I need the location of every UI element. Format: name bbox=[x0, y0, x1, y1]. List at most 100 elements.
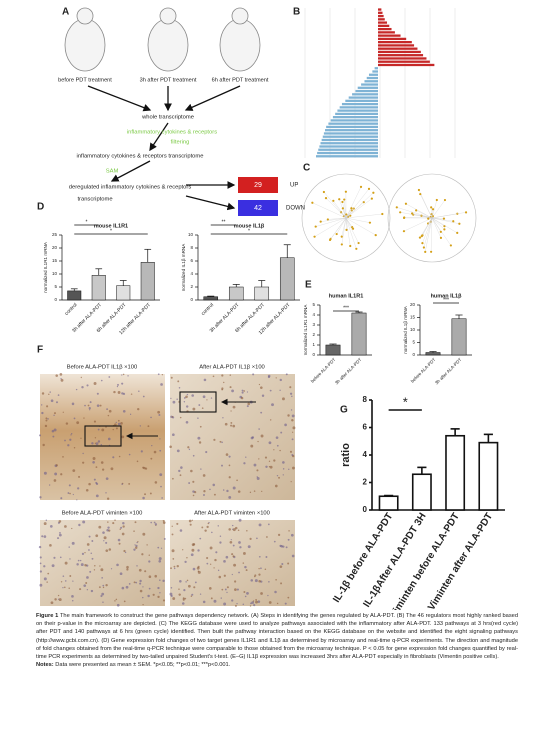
cell bbox=[269, 389, 272, 392]
bar bbox=[378, 37, 407, 41]
significance-label: * bbox=[248, 228, 250, 234]
bar bbox=[352, 93, 378, 96]
cell bbox=[116, 563, 119, 567]
cell bbox=[243, 591, 246, 593]
edge bbox=[431, 217, 442, 238]
edge bbox=[345, 217, 376, 236]
bar bbox=[140, 262, 155, 301]
cell bbox=[142, 532, 146, 536]
cell bbox=[91, 557, 94, 560]
cell bbox=[231, 573, 233, 576]
cell bbox=[78, 523, 81, 527]
y-tick-label: 15 bbox=[410, 315, 416, 320]
edge bbox=[416, 210, 433, 219]
bar bbox=[325, 344, 341, 356]
cell bbox=[252, 373, 255, 376]
edge bbox=[431, 217, 444, 219]
bar bbox=[116, 285, 131, 301]
cell bbox=[225, 555, 229, 559]
cell bbox=[93, 420, 97, 423]
node bbox=[419, 192, 422, 196]
cell bbox=[120, 526, 123, 529]
bar bbox=[378, 8, 382, 11]
cell bbox=[147, 425, 150, 428]
bar bbox=[378, 21, 388, 24]
cell bbox=[93, 478, 96, 481]
cell bbox=[188, 448, 191, 451]
cell bbox=[273, 459, 276, 462]
cell bbox=[159, 449, 162, 452]
bar bbox=[326, 125, 378, 129]
cell bbox=[158, 557, 162, 561]
cell bbox=[45, 419, 48, 422]
cell bbox=[255, 598, 258, 601]
node bbox=[422, 246, 425, 249]
cell bbox=[47, 572, 50, 575]
cell bbox=[244, 565, 247, 569]
cell bbox=[170, 567, 172, 570]
edge bbox=[315, 217, 347, 227]
cell bbox=[67, 444, 70, 447]
panel-label: C bbox=[303, 163, 310, 174]
cell bbox=[95, 442, 99, 446]
cell bbox=[192, 407, 196, 411]
cell bbox=[136, 460, 139, 463]
cell bbox=[183, 397, 186, 399]
node bbox=[340, 235, 343, 238]
cell bbox=[157, 586, 160, 590]
stage-label: 6h after PDT treatment bbox=[212, 77, 269, 83]
bar bbox=[348, 96, 378, 99]
cell bbox=[182, 549, 184, 551]
cell bbox=[236, 603, 238, 605]
cell bbox=[179, 416, 182, 419]
cell bbox=[108, 376, 111, 378]
cell bbox=[276, 444, 279, 447]
cell bbox=[231, 389, 234, 393]
cell bbox=[218, 575, 222, 579]
cell bbox=[197, 570, 200, 572]
cell bbox=[81, 385, 84, 389]
cell bbox=[103, 540, 105, 542]
cell bbox=[43, 535, 47, 538]
y-tick-label: 1 bbox=[312, 342, 315, 347]
edge bbox=[431, 207, 433, 219]
significance-label: * bbox=[110, 228, 112, 234]
cell bbox=[157, 373, 160, 376]
cell bbox=[179, 529, 183, 532]
cell bbox=[221, 464, 223, 467]
y-tick-label: 4 bbox=[190, 271, 193, 276]
cell bbox=[244, 595, 247, 598]
cell bbox=[130, 393, 133, 395]
bar bbox=[378, 18, 385, 21]
cell bbox=[82, 461, 85, 464]
cell bbox=[221, 374, 224, 377]
node bbox=[349, 244, 352, 248]
bar bbox=[320, 142, 378, 145]
cell bbox=[92, 461, 95, 464]
cell bbox=[160, 547, 163, 549]
cell bbox=[176, 522, 179, 525]
image-title: Before ALA-PDT viminten ×100 bbox=[62, 511, 143, 517]
edge bbox=[345, 217, 351, 246]
cell bbox=[279, 389, 281, 391]
cell bbox=[228, 495, 232, 499]
y-tick-label: 8 bbox=[363, 395, 368, 404]
chart-title: human IL1R1 bbox=[329, 293, 364, 299]
panel-label: B bbox=[293, 7, 300, 18]
node bbox=[424, 250, 427, 253]
cell bbox=[289, 386, 292, 389]
cell bbox=[105, 492, 107, 494]
cell bbox=[207, 522, 209, 525]
bar bbox=[378, 60, 430, 63]
cell bbox=[75, 388, 78, 391]
cell bbox=[135, 581, 138, 584]
cell bbox=[90, 589, 94, 593]
cell bbox=[79, 588, 82, 591]
cell bbox=[55, 464, 58, 467]
cell bbox=[256, 477, 260, 480]
cell bbox=[39, 556, 42, 559]
cell bbox=[171, 525, 173, 527]
cell bbox=[82, 452, 84, 455]
cell bbox=[213, 438, 216, 441]
node bbox=[341, 207, 344, 210]
